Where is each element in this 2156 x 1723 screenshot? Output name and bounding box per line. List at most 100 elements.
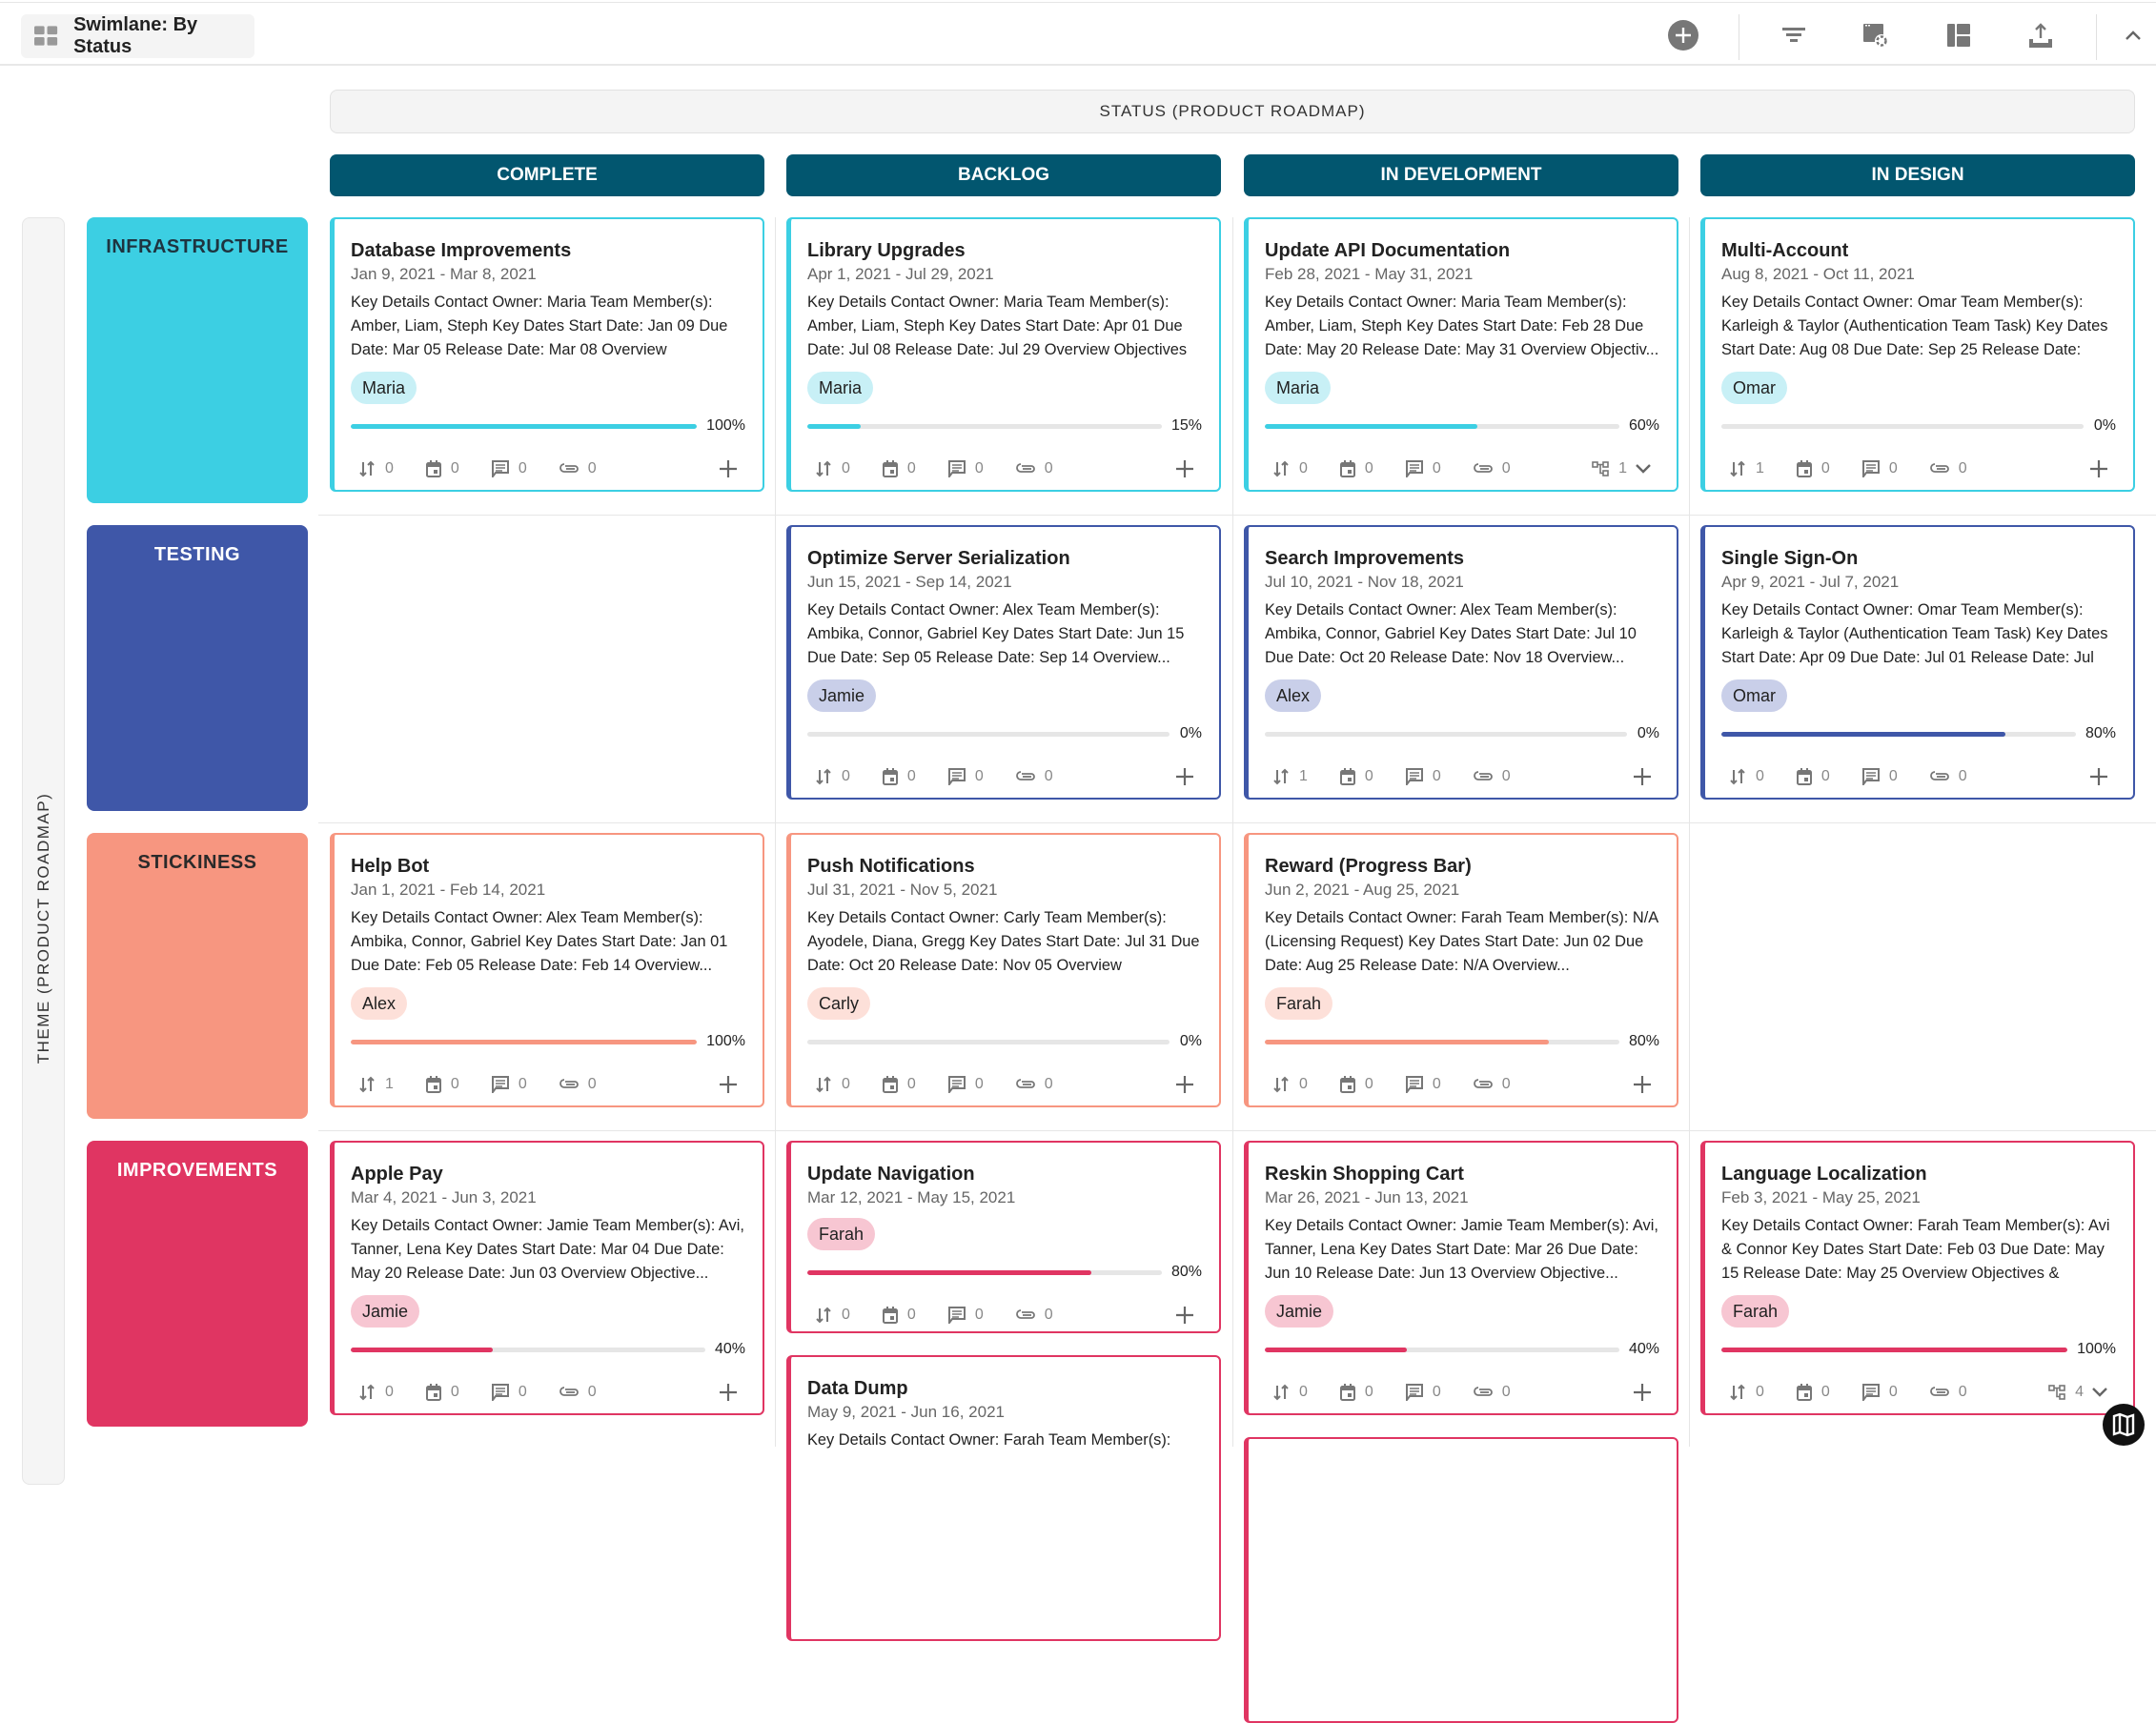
dependencies-count[interactable]: 0 xyxy=(815,1307,850,1324)
dependencies-count[interactable]: 1 xyxy=(358,1076,394,1093)
attachments-count[interactable]: 0 xyxy=(1473,460,1511,477)
comments-count[interactable]: 0 xyxy=(947,768,984,785)
card-settings-button[interactable] xyxy=(1859,18,1893,52)
collapse-button[interactable] xyxy=(2116,18,2150,52)
attachments-count[interactable]: 0 xyxy=(1015,768,1053,785)
roadmap-card[interactable]: Reskin Shopping Cart Mar 26, 2021 - Jun 1… xyxy=(1244,1141,1678,1415)
owner-chip[interactable]: Jamie xyxy=(807,679,877,712)
column-header[interactable]: IN DEVELOPMENT xyxy=(1244,154,1678,196)
attachments-count[interactable]: 0 xyxy=(1473,768,1511,785)
swimlane-label[interactable]: STICKINESS xyxy=(87,833,308,1119)
owner-chip[interactable]: Farah xyxy=(807,1218,876,1250)
comments-count[interactable]: 0 xyxy=(1405,1076,1441,1093)
add-child-button[interactable] xyxy=(719,459,738,478)
owner-chip[interactable]: Maria xyxy=(351,372,417,404)
add-child-button[interactable] xyxy=(1633,767,1652,786)
attachments-count[interactable]: 0 xyxy=(1473,1076,1511,1093)
layout-button[interactable] xyxy=(1942,18,1976,52)
add-button[interactable] xyxy=(1666,18,1700,52)
dates-count[interactable]: 0 xyxy=(1339,1076,1373,1093)
add-child-button[interactable] xyxy=(1175,767,1194,786)
add-child-button[interactable] xyxy=(1175,1075,1194,1094)
roadmap-card[interactable]: Database Improvements Jan 9, 2021 - Mar 8… xyxy=(330,217,764,492)
column-header[interactable]: BACKLOG xyxy=(786,154,1221,196)
attachments-count[interactable]: 0 xyxy=(559,460,597,477)
comments-count[interactable]: 0 xyxy=(1861,460,1898,477)
comments-count[interactable]: 0 xyxy=(491,460,527,477)
dates-count[interactable]: 0 xyxy=(1796,1384,1830,1401)
comments-count[interactable]: 0 xyxy=(1405,1384,1441,1401)
dependencies-count[interactable]: 0 xyxy=(1729,768,1764,785)
roadmap-card[interactable]: Update API Documentation Feb 28, 2021 - M… xyxy=(1244,217,1678,492)
add-child-button[interactable] xyxy=(719,1075,738,1094)
owner-chip[interactable]: Jamie xyxy=(1265,1295,1334,1328)
swimlane-label[interactable]: IMPROVEMENTS xyxy=(87,1141,308,1427)
owner-chip[interactable]: Farah xyxy=(1721,1295,1790,1328)
roadmap-card[interactable]: Data Dump May 9, 2021 - Jun 16, 2021 Key D… xyxy=(786,1355,1221,1641)
add-child-button[interactable] xyxy=(1633,1383,1652,1402)
child-items-toggle[interactable]: 1 xyxy=(1592,460,1652,477)
attachments-count[interactable]: 0 xyxy=(559,1384,597,1401)
roadmap-card[interactable]: Language Localization Feb 3, 2021 - May 2… xyxy=(1700,1141,2135,1415)
column-header[interactable]: COMPLETE xyxy=(330,154,764,196)
owner-chip[interactable]: Omar xyxy=(1721,679,1787,712)
comments-count[interactable]: 0 xyxy=(947,1076,984,1093)
view-selector[interactable]: Swimlane: By Status xyxy=(21,14,254,58)
comments-count[interactable]: 0 xyxy=(947,1307,984,1324)
comments-count[interactable]: 0 xyxy=(491,1384,527,1401)
export-button[interactable] xyxy=(2024,18,2058,52)
chevron-down-icon[interactable] xyxy=(2091,1387,2108,1398)
owner-chip[interactable]: Alex xyxy=(1265,679,1322,712)
add-child-button[interactable] xyxy=(1633,1075,1652,1094)
dependencies-count[interactable]: 0 xyxy=(1729,1384,1764,1401)
add-child-button[interactable] xyxy=(1175,1306,1194,1325)
roadmap-button[interactable] xyxy=(2103,1404,2145,1446)
owner-chip[interactable]: Maria xyxy=(1265,372,1332,404)
child-items-toggle[interactable]: 4 xyxy=(2048,1384,2108,1401)
attachments-count[interactable]: 0 xyxy=(1929,768,1967,785)
owner-chip[interactable]: Farah xyxy=(1265,987,1333,1020)
dates-count[interactable]: 0 xyxy=(882,1307,916,1324)
owner-chip[interactable]: Maria xyxy=(807,372,874,404)
dependencies-count[interactable]: 0 xyxy=(1272,1076,1308,1093)
roadmap-card[interactable]: Single Sign-On Apr 9, 2021 - Jul 7, 2021 K… xyxy=(1700,525,2135,800)
roadmap-card[interactable]: Search Improvements Jul 10, 2021 - Nov 18… xyxy=(1244,525,1678,800)
attachments-count[interactable]: 0 xyxy=(1015,460,1053,477)
owner-chip[interactable]: Alex xyxy=(351,987,408,1020)
dependencies-count[interactable]: 0 xyxy=(815,1076,850,1093)
attachments-count[interactable]: 0 xyxy=(1015,1076,1053,1093)
dates-count[interactable]: 0 xyxy=(882,768,916,785)
roadmap-card[interactable] xyxy=(1244,1437,1678,1723)
roadmap-card[interactable]: Update Navigation Mar 12, 2021 - May 15, … xyxy=(786,1141,1221,1333)
dates-count[interactable]: 0 xyxy=(425,460,459,477)
add-child-button[interactable] xyxy=(719,1383,738,1402)
filter-button[interactable] xyxy=(1777,18,1811,52)
roadmap-card[interactable]: Apple Pay Mar 4, 2021 - Jun 3, 2021 Key De… xyxy=(330,1141,764,1415)
dates-count[interactable]: 0 xyxy=(882,460,916,477)
roadmap-card[interactable]: Library Upgrades Apr 1, 2021 - Jul 29, 20… xyxy=(786,217,1221,492)
attachments-count[interactable]: 0 xyxy=(1473,1384,1511,1401)
comments-count[interactable]: 0 xyxy=(1861,768,1898,785)
roadmap-card[interactable]: Help Bot Jan 1, 2021 - Feb 14, 2021 Key De… xyxy=(330,833,764,1107)
dates-count[interactable]: 0 xyxy=(1339,1384,1373,1401)
owner-chip[interactable]: Omar xyxy=(1721,372,1787,404)
dependencies-count[interactable]: 0 xyxy=(1272,460,1308,477)
comments-count[interactable]: 0 xyxy=(1405,768,1441,785)
roadmap-card[interactable]: Push Notifications Jul 31, 2021 - Nov 5, … xyxy=(786,833,1221,1107)
comments-count[interactable]: 0 xyxy=(1861,1384,1898,1401)
add-child-button[interactable] xyxy=(2089,767,2108,786)
attachments-count[interactable]: 0 xyxy=(1015,1307,1053,1324)
column-header[interactable]: IN DESIGN xyxy=(1700,154,2135,196)
attachments-count[interactable]: 0 xyxy=(1929,460,1967,477)
add-child-button[interactable] xyxy=(2089,459,2108,478)
dependencies-count[interactable]: 0 xyxy=(815,460,850,477)
comments-count[interactable]: 0 xyxy=(491,1076,527,1093)
owner-chip[interactable]: Carly xyxy=(807,987,871,1020)
attachments-count[interactable]: 0 xyxy=(559,1076,597,1093)
dependencies-count[interactable]: 0 xyxy=(815,768,850,785)
roadmap-card[interactable]: Multi-Account Aug 8, 2021 - Oct 11, 2021 K… xyxy=(1700,217,2135,492)
comments-count[interactable]: 0 xyxy=(947,460,984,477)
dates-count[interactable]: 0 xyxy=(1339,460,1373,477)
dependencies-count[interactable]: 1 xyxy=(1729,460,1764,477)
roadmap-card[interactable]: Reward (Progress Bar) Jun 2, 2021 - Aug 2… xyxy=(1244,833,1678,1107)
